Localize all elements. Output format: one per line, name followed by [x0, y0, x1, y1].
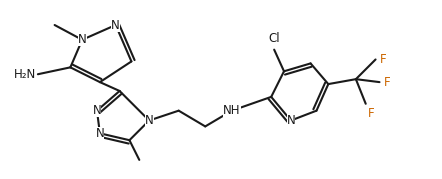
- Text: Cl: Cl: [268, 32, 280, 45]
- Text: N: N: [95, 127, 104, 140]
- Text: N: N: [111, 18, 120, 32]
- Text: H₂N: H₂N: [14, 68, 36, 81]
- Text: N: N: [145, 114, 153, 127]
- Text: F: F: [384, 76, 390, 89]
- Text: F: F: [368, 107, 374, 120]
- Text: F: F: [380, 53, 386, 66]
- Text: NH: NH: [223, 104, 240, 117]
- Text: N: N: [92, 104, 101, 117]
- Text: N: N: [78, 33, 87, 46]
- Text: N: N: [286, 114, 295, 127]
